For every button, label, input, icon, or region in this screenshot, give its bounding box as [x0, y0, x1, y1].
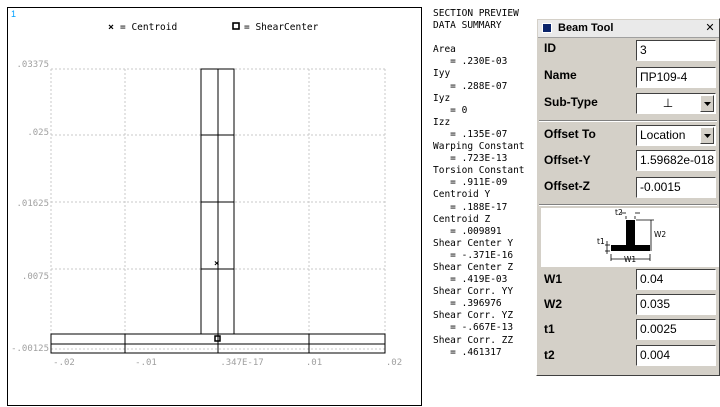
t2-label: t2 [544, 348, 555, 362]
chevron-down-icon [704, 102, 711, 106]
name-field[interactable]: ПР109-4 [636, 67, 716, 88]
legend-centroid: = Centroid [120, 22, 177, 33]
beam-tool-dialog: Beam Tool ✕ ID 3 Name ПР109-4 Sub-Type ⊥… [536, 18, 720, 376]
x-tick-label: .347E-17 [220, 358, 263, 368]
summary-line: Centroid Z [433, 213, 491, 225]
offset-to-dropdown-button[interactable] [700, 127, 714, 144]
y-tick-label: -.00125 [11, 344, 49, 354]
t1-label: t1 [544, 322, 555, 336]
name-label: Name [544, 68, 577, 82]
subtype-select[interactable]: ⊥ [636, 93, 716, 114]
subtype-dropdown-button[interactable] [700, 95, 714, 112]
diagram-label-w1: W1 [624, 255, 636, 264]
t2-field[interactable]: 0.004 [636, 345, 716, 366]
summary-line: Shear Center Z [433, 261, 514, 273]
summary-line: = 0 [433, 104, 468, 116]
w1-label: W1 [544, 272, 562, 286]
id-field[interactable]: 3 [636, 40, 716, 61]
y-tick-label: .0075 [22, 272, 49, 282]
summary-line [433, 32, 538, 44]
x-tick-label: .01 [306, 358, 322, 368]
summary-line: = .135E-07 [433, 128, 508, 140]
summary-line: = .396976 [433, 298, 502, 310]
offset-to-value: Location [640, 128, 686, 142]
viewport-number: 1 [11, 9, 16, 19]
offset-y-field[interactable]: 1.59682e-018 [636, 150, 716, 171]
diagram-label-t1: t1 [597, 237, 605, 246]
offset-z-field[interactable]: -0.0015 [636, 177, 716, 198]
data-summary-panel: SECTION PREVIEW DATA SUMMARY Area = .230E-… [433, 8, 538, 359]
summary-line: = .419E-03 [433, 274, 508, 286]
section-preview-viewport[interactable]: 1 × = Centroid = ShearCenter .03375 .025… [7, 7, 422, 406]
offset-to-select[interactable]: Location [636, 125, 716, 146]
legend-shear-center: = ShearCenter [244, 22, 319, 33]
web-shape [626, 220, 635, 245]
y-tick-label: .025 [27, 128, 49, 138]
beam-tool-window-icon [542, 23, 552, 33]
offset-z-label: Offset-Z [544, 179, 590, 193]
subtype-label: Sub-Type [544, 95, 598, 109]
diagram-label-t2: t2 [615, 208, 623, 217]
centroid-marker-icon: × [108, 22, 114, 33]
section-outline [50, 68, 386, 354]
summary-line: Shear Corr. ZZ [433, 334, 514, 346]
w2-label: W2 [544, 297, 562, 311]
legend: × = Centroid = ShearCenter [108, 22, 319, 33]
centroid-marker-icon: × [214, 259, 219, 269]
summary-line: = .009891 [433, 225, 502, 237]
shear-center-marker-icon [214, 335, 221, 342]
beam-tool-title: Beam Tool [558, 22, 614, 34]
summary-line: = .230E-03 [433, 56, 508, 68]
summary-line: DATA SUMMARY [433, 20, 502, 32]
x-tick-label: -.01 [135, 358, 157, 368]
summary-line: = -.371E-16 [433, 249, 514, 261]
divider [539, 120, 717, 122]
summary-line: Warping Constant [433, 141, 525, 153]
summary-line: Centroid Y [433, 189, 491, 201]
summary-line: Iyy [433, 68, 451, 80]
x-axis-ticks: -.02 -.01 .347E-17 .01 .02 [53, 358, 402, 368]
w1-field[interactable]: 0.04 [636, 269, 716, 290]
summary-line: = .723E-13 [433, 153, 508, 165]
summary-line: = -.667E-13 [433, 322, 514, 334]
y-tick-label: .03375 [16, 60, 49, 70]
close-icon[interactable]: ✕ [705, 22, 715, 34]
t-section-diagram-svg: t2 W2 t1 W1 [597, 208, 666, 264]
subtype-value: ⊥ [662, 96, 674, 110]
summary-line: Shear Corr. YY [433, 286, 514, 298]
summary-line: = .188E-17 [433, 201, 508, 213]
summary-line: = .461317 [433, 346, 502, 358]
summary-line: Shear Center Y [433, 237, 514, 249]
x-tick-label: -.02 [53, 358, 75, 368]
summary-line: SECTION PREVIEW [433, 8, 519, 19]
flange-shape [611, 245, 650, 251]
summary-line: = .288E-07 [433, 80, 508, 92]
offset-to-label: Offset To [544, 127, 596, 141]
shear-center-marker-icon [232, 22, 240, 30]
section-plot: 1 × = Centroid = ShearCenter .03375 .025… [11, 9, 402, 368]
summary-line: Izz [433, 116, 451, 128]
y-tick-label: .01625 [16, 199, 49, 209]
chevron-down-icon [704, 134, 711, 138]
id-label: ID [544, 41, 556, 55]
w2-field[interactable]: 0.035 [636, 294, 716, 315]
offset-y-label: Offset-Y [544, 153, 591, 167]
t-section-diagram: t2 W2 t1 W1 [541, 208, 719, 267]
t1-field[interactable]: 0.0025 [636, 319, 716, 340]
beam-tool-titlebar[interactable]: Beam Tool ✕ [538, 20, 719, 38]
diagram-label-w2: W2 [654, 230, 666, 239]
summary-line: Shear Corr. YZ [433, 310, 514, 322]
divider [539, 204, 717, 206]
summary-line: Iyz [433, 92, 451, 104]
y-axis-ticks: .03375 .025 .01625 .0075 -.00125 [11, 60, 49, 354]
summary-line: = .911E-09 [433, 177, 508, 189]
summary-line: Area [433, 44, 456, 56]
summary-line: Torsion Constant [433, 165, 525, 177]
x-tick-label: .02 [386, 358, 402, 368]
